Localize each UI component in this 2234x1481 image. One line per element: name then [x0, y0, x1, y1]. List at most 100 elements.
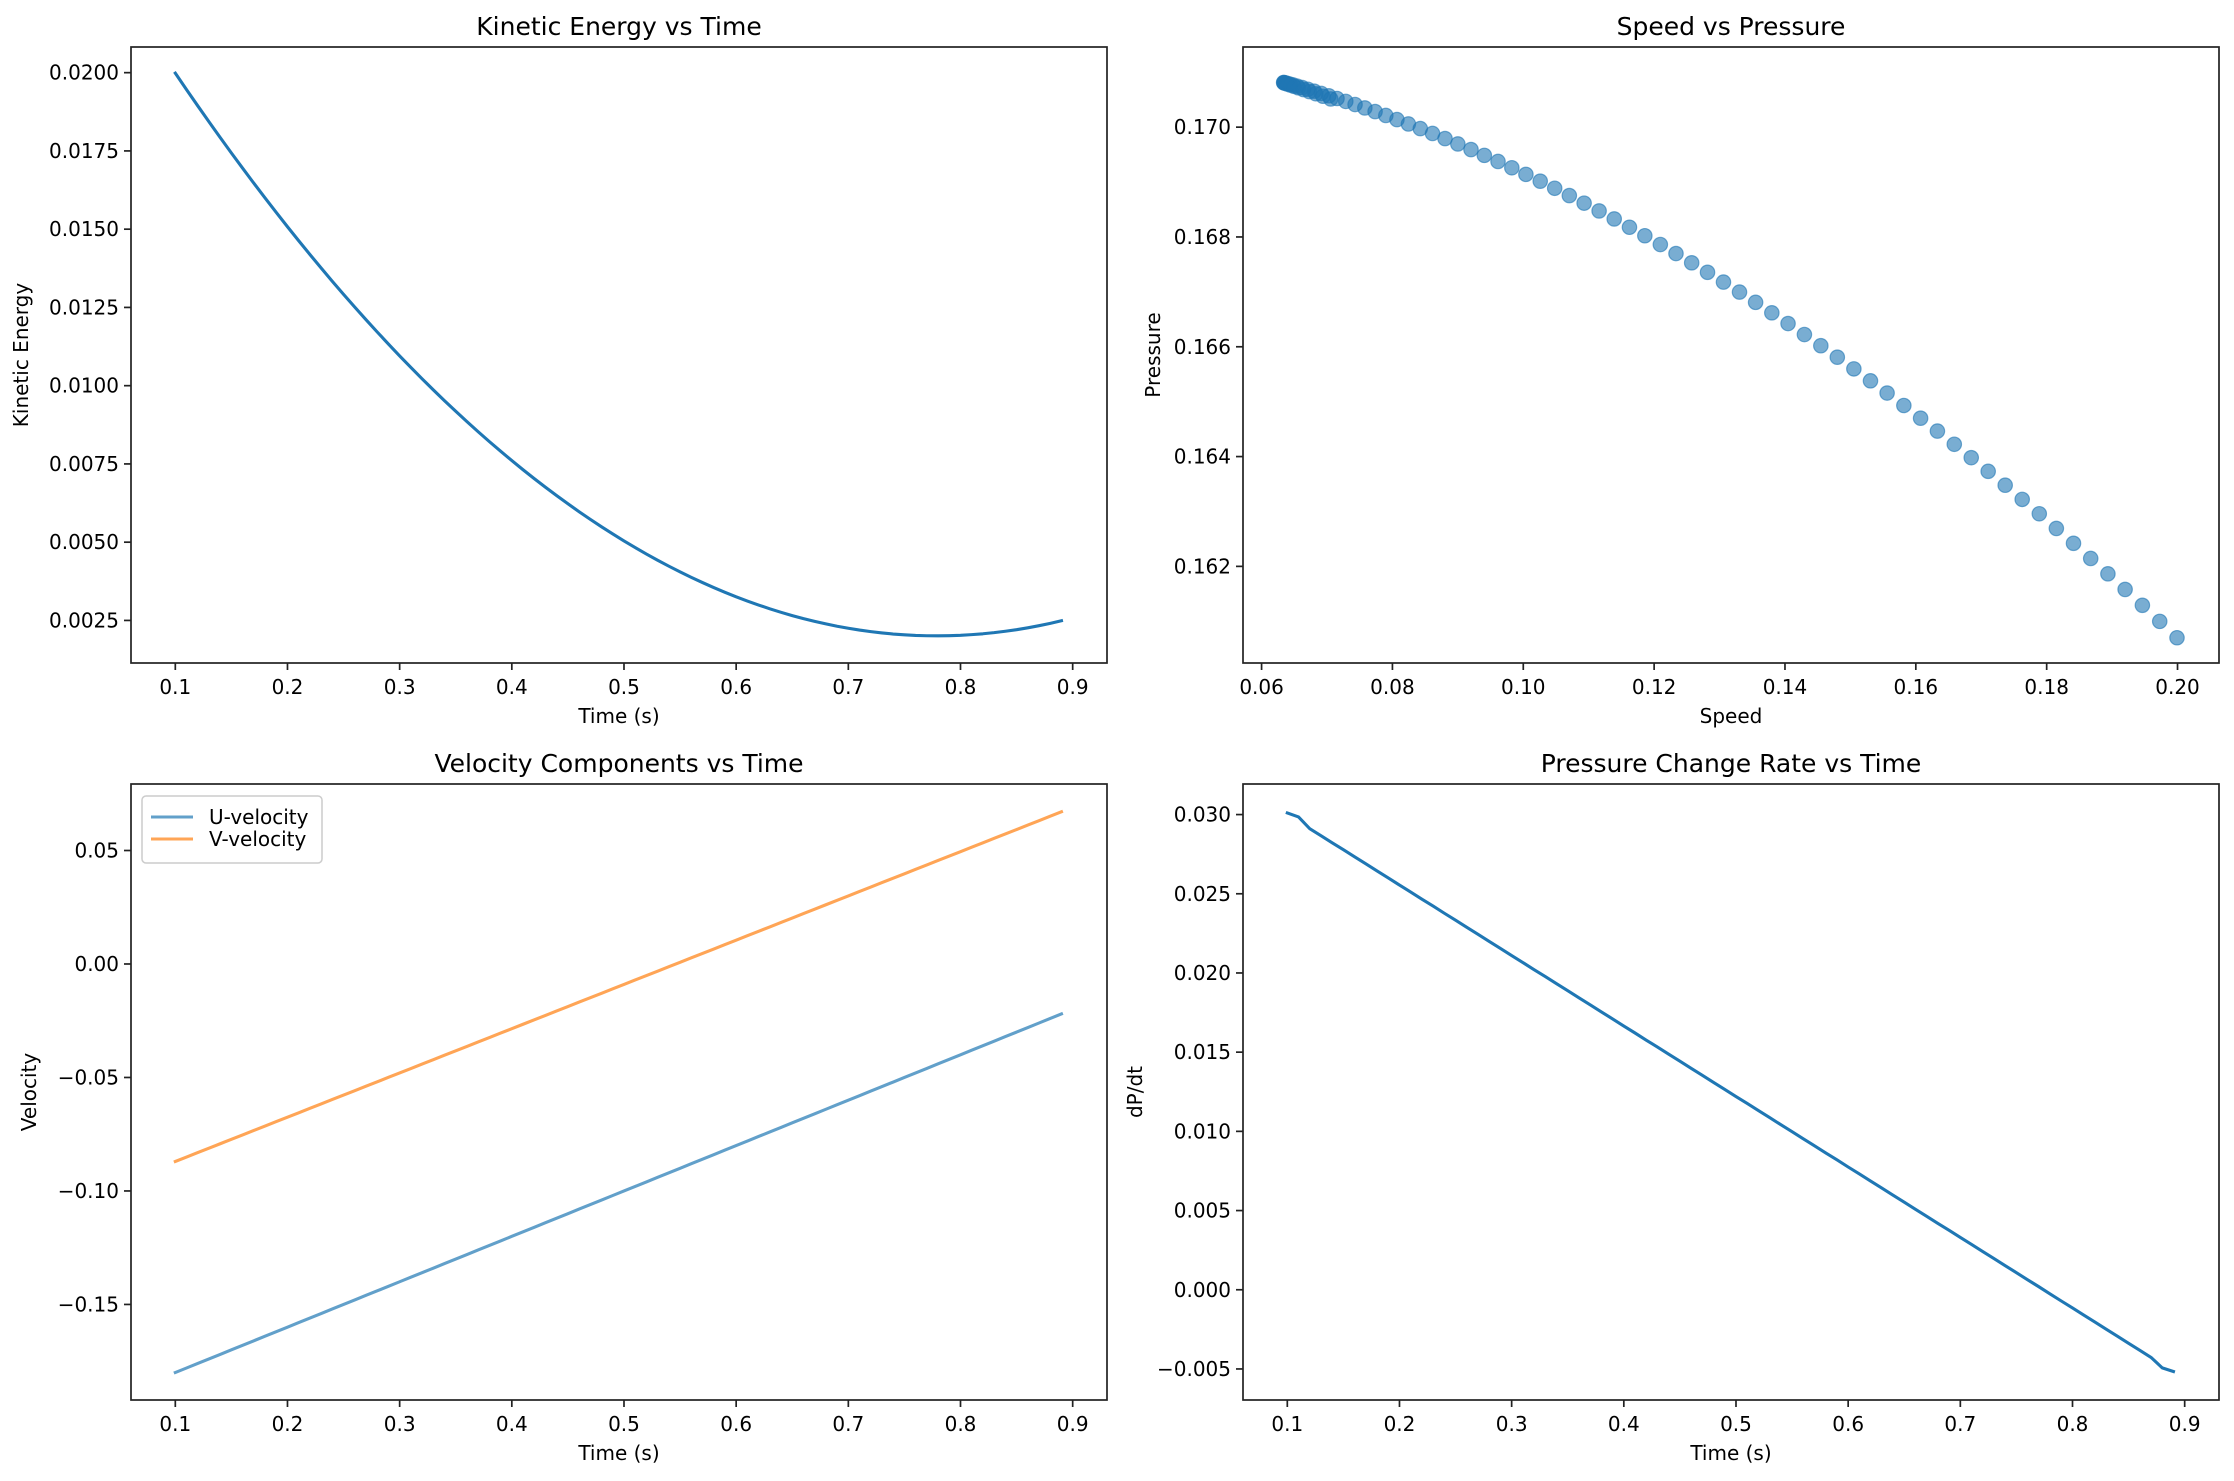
scatter-point	[2134, 597, 2151, 614]
x-axis-label: Time (s)	[577, 1441, 659, 1465]
x-tick-label: 0.8	[2057, 1412, 2089, 1436]
x-tick-label: 0.9	[1057, 1412, 1089, 1436]
y-axis-label: Velocity	[17, 1053, 41, 1132]
y-tick-label: 0.030	[1174, 803, 1231, 827]
y-tick-label: 0.015	[1174, 1040, 1231, 1064]
x-tick-label: 0.5	[608, 1412, 640, 1436]
scatter-point	[1813, 337, 1829, 354]
y-tick-label: 0.010	[1174, 1119, 1231, 1143]
x-tick-label: 0.4	[496, 675, 528, 699]
y-tick-label: −0.10	[58, 1179, 119, 1203]
axes-frame	[130, 783, 1108, 1401]
scatter-point	[2169, 629, 2185, 646]
y-tick-label: 0.0125	[49, 295, 119, 319]
scatter-point	[2082, 550, 2099, 567]
scatter-point	[1699, 264, 1716, 281]
y-tick-label: 0.025	[1174, 882, 1231, 906]
x-tick-label: 0.16	[1894, 675, 1939, 699]
kinetic-energy-subplot: 0.1 0.2 0.3 0.4 0.5 0.6 0.7 0.8 0.9 0.0025 0.0050 0…	[9, 12, 1108, 728]
scatter-point	[1715, 274, 1732, 290]
scatter-point	[2065, 535, 2082, 552]
x-tick-label: 0.7	[832, 1412, 864, 1436]
scatter-point	[1846, 361, 1862, 377]
scatter-point	[1862, 373, 1879, 389]
x-tick-label: 0.3	[384, 1412, 416, 1436]
series-line	[1285, 811, 2176, 1374]
x-tick-label: 0.10	[1501, 675, 1546, 699]
x-tick-label: 0.1	[159, 675, 191, 699]
scatter-point	[2031, 505, 2048, 522]
scatter-point	[1532, 173, 1549, 189]
x-tick-label: 0.8	[945, 675, 977, 699]
scatter-point	[1829, 349, 1846, 365]
chart-title: Speed vs Pressure	[1617, 12, 1846, 41]
scatter-point	[1896, 397, 1912, 414]
x-tick-label: 0.6	[1832, 1412, 1864, 1436]
scatter-point	[1518, 166, 1534, 183]
scatter-point	[1879, 385, 1895, 401]
x-tick-label: 0.5	[608, 675, 640, 699]
x-tick-label: 0.20	[2155, 675, 2200, 699]
x-tick-label: 0.7	[1944, 1412, 1976, 1436]
scatter-point	[1606, 211, 1623, 227]
x-tick-label: 0.1	[1271, 1412, 1303, 1436]
scatter-point	[1929, 423, 1946, 439]
y-tick-label: 0.0150	[49, 217, 119, 241]
y-axis-label: Kinetic Energy	[9, 283, 33, 428]
y-tick-label: −0.05	[58, 1065, 119, 1089]
scatter-point	[1731, 284, 1748, 300]
y-tick-label: 0.00	[74, 952, 119, 976]
legend-box	[141, 795, 323, 864]
axes-frame	[1242, 46, 2220, 664]
x-tick-label: 0.9	[1057, 675, 1089, 699]
x-tick-label: 0.2	[272, 1412, 304, 1436]
scatter-point	[2151, 613, 2168, 630]
x-tick-label: 0.4	[1608, 1412, 1640, 1436]
scatter-point	[1463, 141, 1479, 158]
scatter-point	[2100, 566, 2116, 582]
chart-title: Pressure Change Rate vs Time	[1541, 749, 1922, 778]
chart-title: Velocity Components vs Time	[434, 749, 803, 778]
x-tick-label: 0.6	[720, 1412, 752, 1436]
pressure-rate-subplot: 0.1 0.2 0.3 0.4 0.5 0.6 0.7 0.8 0.9 −0.005 0.000 0.…	[1123, 749, 2220, 1465]
scatter-point	[1621, 219, 1638, 236]
x-tick-label: 0.06	[1239, 675, 1284, 699]
plot-area	[1285, 811, 2176, 1374]
x-tick-label: 0.1	[159, 1412, 191, 1436]
x-tick-label: 0.5	[1720, 1412, 1752, 1436]
x-tick-label: 0.18	[2024, 675, 2069, 699]
scatter-point	[1322, 91, 1339, 107]
y-axis-label: dP/dt	[1123, 1066, 1147, 1118]
scatter-point	[1490, 153, 1506, 170]
scatter-point	[1946, 436, 1963, 453]
y-tick-label: 0.000	[1174, 1278, 1231, 1302]
x-axis-label: Time (s)	[1689, 1441, 1771, 1465]
x-tick-label: 0.14	[1763, 675, 1808, 699]
scatter-point	[2048, 520, 2065, 537]
x-tick-label: 0.7	[832, 675, 864, 699]
scatter-point	[1476, 147, 1493, 164]
y-tick-label: 0.0075	[49, 452, 119, 476]
y-tick-label: 0.005	[1174, 1199, 1231, 1223]
scatter-point	[1747, 294, 1764, 311]
y-tick-label: 0.168	[1174, 225, 1231, 249]
y-tick-label: 0.0100	[49, 374, 119, 398]
y-tick-label: 0.170	[1174, 115, 1231, 139]
x-tick-label: 0.6	[720, 675, 752, 699]
axes-frame	[1242, 783, 2220, 1401]
y-tick-label: 0.164	[1174, 445, 1231, 469]
v-velocity-line	[173, 809, 1064, 1164]
y-tick-label: −0.15	[58, 1292, 119, 1316]
y-tick-label: 0.0175	[49, 139, 119, 163]
axes-frame	[130, 46, 1108, 664]
legend-label: V-velocity	[209, 827, 307, 851]
scatter-point	[1561, 187, 1578, 204]
x-tick-label: 0.8	[945, 1412, 977, 1436]
scatter-point	[1912, 410, 1929, 426]
scatter-point	[1546, 180, 1563, 197]
scatter-point	[1683, 255, 1700, 271]
scatter-point	[1780, 315, 1796, 332]
